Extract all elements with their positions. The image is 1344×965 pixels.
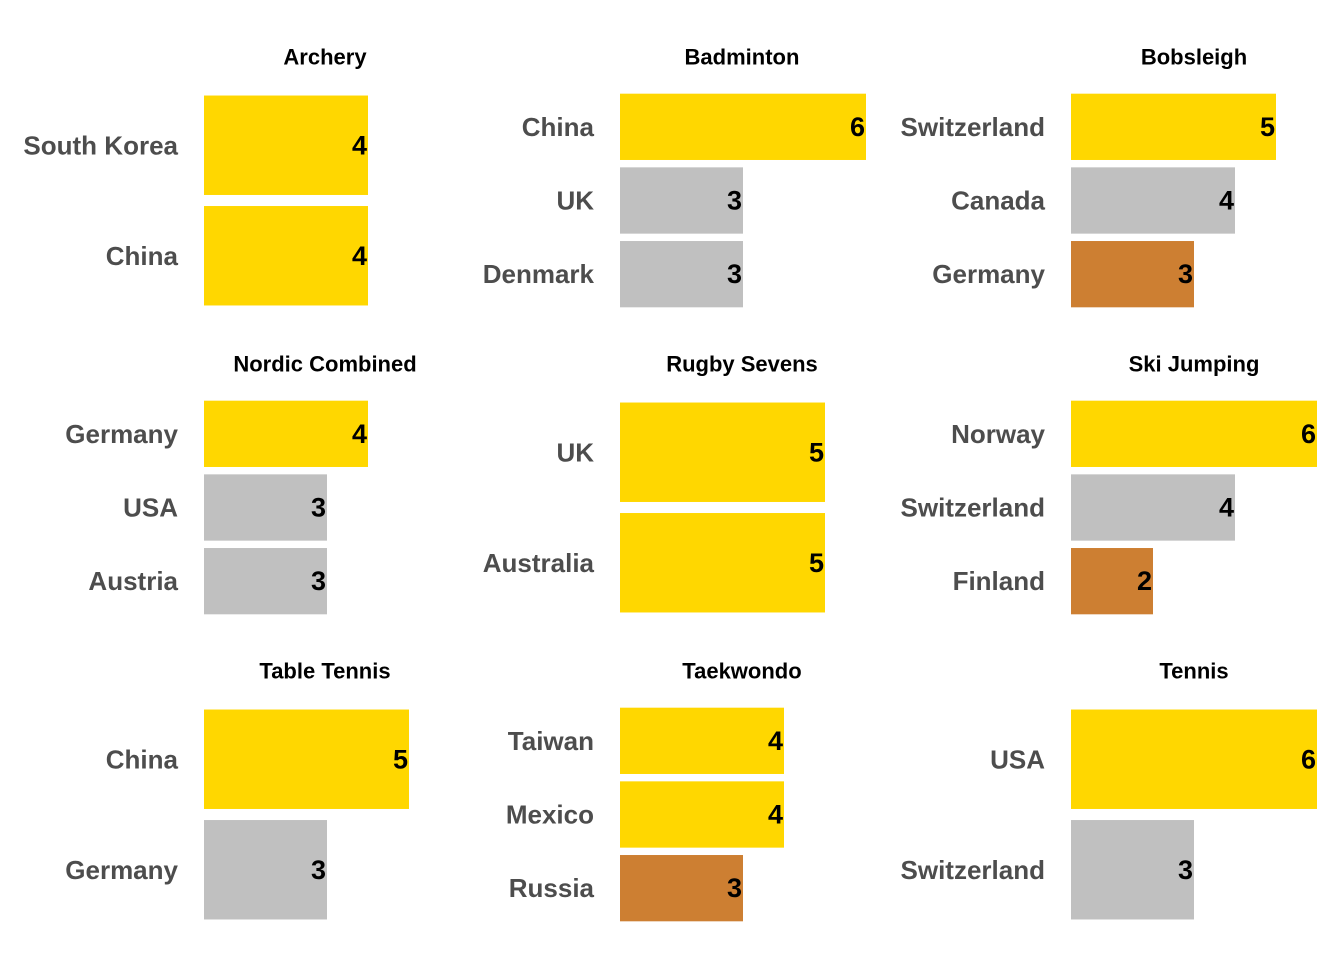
bar — [204, 709, 409, 809]
category-label: UK — [556, 437, 594, 467]
bar — [620, 167, 743, 234]
bar — [204, 548, 327, 615]
panel-title: Archery — [283, 45, 367, 70]
bar — [204, 820, 327, 920]
category-label: Canada — [951, 186, 1045, 216]
bar — [204, 400, 368, 467]
category-label: Mexico — [506, 800, 594, 830]
panel-title: Ski Jumping — [1129, 352, 1260, 377]
category-label: Austria — [88, 566, 178, 596]
category-label: Russia — [509, 873, 595, 903]
bar — [620, 513, 825, 613]
category-label: Germany — [65, 419, 178, 449]
panel-title: Table Tennis — [259, 659, 390, 684]
bar — [1071, 709, 1317, 809]
category-label: South Korea — [23, 130, 178, 160]
panel-ski-jumping: Ski Jumping Norway 6 Switzerland 4 Finland 2 — [901, 352, 1317, 615]
panel-badminton: Badminton China 6 UK 3 Denmark 3 — [483, 45, 866, 308]
category-label: USA — [990, 744, 1045, 774]
bar — [204, 474, 327, 541]
bar — [620, 855, 743, 922]
panel-table-tennis: Table Tennis China 5 Germany 3 — [65, 659, 409, 920]
bar — [1071, 93, 1276, 160]
panel-title: Tennis — [1159, 659, 1228, 684]
panel-nordic-combined: Nordic Combined Germany 4 USA 3 Austria 3 — [65, 352, 417, 615]
category-label: China — [106, 241, 179, 271]
category-label: Switzerland — [901, 493, 1045, 523]
category-label: Norway — [951, 419, 1045, 449]
value-label: 3 — [1178, 259, 1193, 289]
bar — [1071, 167, 1235, 234]
value-label: 3 — [311, 855, 326, 885]
bar — [1071, 400, 1317, 467]
category-label: Switzerland — [901, 855, 1045, 885]
category-label: Switzerland — [901, 112, 1045, 142]
value-label: 4 — [1219, 493, 1234, 523]
bar — [620, 781, 784, 848]
value-label: 4 — [352, 419, 367, 449]
value-label: 4 — [352, 130, 367, 160]
panel-taekwondo: Taekwondo Taiwan 4 Mexico 4 Russia 3 — [506, 659, 802, 922]
category-label: Taiwan — [508, 726, 594, 756]
value-label: 3 — [727, 259, 742, 289]
value-label: 3 — [311, 493, 326, 523]
value-label: 3 — [727, 873, 742, 903]
value-label: 3 — [1178, 855, 1193, 885]
panel-title: Rugby Sevens — [666, 352, 818, 377]
value-label: 2 — [1137, 566, 1152, 596]
bar — [1071, 548, 1153, 615]
panel-title: Bobsleigh — [1141, 45, 1247, 70]
bar — [1071, 241, 1194, 308]
bar — [620, 402, 825, 502]
panel-title: Badminton — [685, 45, 800, 70]
value-label: 6 — [1301, 744, 1316, 774]
panel-archery: Archery South Korea 4 China 4 — [23, 45, 368, 306]
bar — [620, 241, 743, 308]
value-label: 4 — [768, 726, 783, 756]
category-label: Germany — [65, 855, 178, 885]
category-label: China — [106, 744, 179, 774]
category-label: Denmark — [483, 259, 595, 289]
value-label: 5 — [1260, 112, 1275, 142]
value-label: 4 — [352, 241, 367, 271]
category-label: UK — [556, 186, 594, 216]
value-label: 3 — [727, 186, 742, 216]
panel-title: Taekwondo — [682, 659, 801, 684]
value-label: 5 — [809, 548, 824, 578]
panel-bobsleigh: Bobsleigh Switzerland 5 Canada 4 Germany 3 — [901, 45, 1276, 308]
bar — [204, 206, 368, 306]
category-label: Australia — [483, 548, 595, 578]
category-label: Germany — [932, 259, 1045, 289]
value-label: 5 — [393, 744, 408, 774]
panel-rugby-sevens: Rugby Sevens UK 5 Australia 5 — [483, 352, 825, 613]
bar — [620, 93, 866, 160]
value-label: 6 — [1301, 419, 1316, 449]
value-label: 4 — [1219, 186, 1234, 216]
bar — [1071, 820, 1194, 920]
panel-tennis: Tennis USA 6 Switzerland 3 — [901, 659, 1317, 920]
value-label: 3 — [311, 566, 326, 596]
value-label: 6 — [850, 112, 865, 142]
category-label: Finland — [953, 566, 1045, 596]
category-label: China — [522, 112, 595, 142]
bar — [204, 95, 368, 195]
value-label: 5 — [809, 437, 824, 467]
category-label: USA — [123, 493, 178, 523]
value-label: 4 — [768, 800, 783, 830]
panel-title: Nordic Combined — [233, 352, 416, 377]
bar — [620, 707, 784, 774]
bar — [1071, 474, 1235, 541]
